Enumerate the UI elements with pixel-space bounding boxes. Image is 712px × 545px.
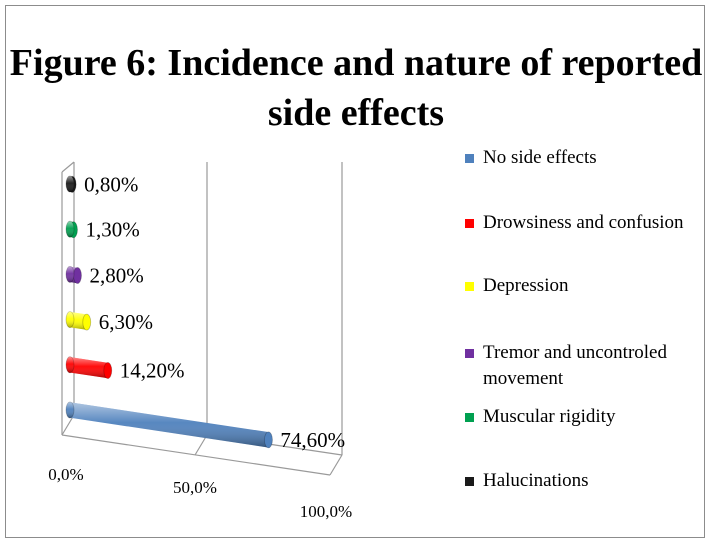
legend-swatch [465,477,474,486]
legend-label: Halucinations [483,470,589,491]
x-tick-label: 50,0% [173,478,217,497]
bar-tremor-and-uncontroled-movement [65,265,82,284]
legend-label: Tremor and uncontroled movement [483,342,667,389]
gridlines [194,162,208,456]
legend-label: Drowsiness and confusion [483,212,684,233]
legend-item: No side effects [465,145,705,171]
bar-muscular-rigidity [65,220,78,239]
legend-swatch [465,154,474,163]
legend-swatch [465,349,474,358]
x-axis-ticks: 0,0% 50,0% 100,0% [48,465,352,521]
legend-item: Depression [465,273,705,299]
legend-swatch [465,413,474,422]
data-labels: 0,80% 1,30% 2,80% 6,30% 14,20% 74,60% [84,172,345,452]
legend-item: Halucinations [465,468,705,494]
data-label: 14,20% [120,358,185,382]
data-label: 6,30% [99,310,153,334]
legend-label: No side effects [483,147,597,168]
bar-depression [65,311,92,331]
chart-frame [5,5,705,538]
chart-title: Figure 6: Incidence and nature of report… [9,42,703,134]
legend-swatch [465,219,474,228]
plot-area-frame [61,161,343,476]
gridline-floor-50 [194,434,208,456]
x-tick-label: 100,0% [300,502,352,521]
data-label: 0,80% [84,172,138,196]
bars [65,175,273,449]
data-label: 2,80% [89,264,143,288]
legend-item: Tremor and uncontroled movement [465,340,705,392]
legend-label: Muscular rigidity [483,406,616,427]
x-tick-label: 0,0% [48,465,83,484]
legend-label: Depression [483,275,569,296]
legend-item: Drowsiness and confusion [465,210,705,236]
legend-swatch [465,282,474,291]
bar-no-side-effects [65,401,273,449]
data-label: 74,60% [280,428,345,452]
legend-item: Muscular rigidity [465,404,705,430]
bar-drowsiness-and-confusion [65,356,113,379]
data-label: 1,30% [85,218,139,242]
bar-halucinations [65,175,77,193]
